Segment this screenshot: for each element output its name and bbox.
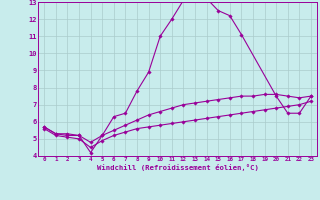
X-axis label: Windchill (Refroidissement éolien,°C): Windchill (Refroidissement éolien,°C) xyxy=(97,164,259,171)
